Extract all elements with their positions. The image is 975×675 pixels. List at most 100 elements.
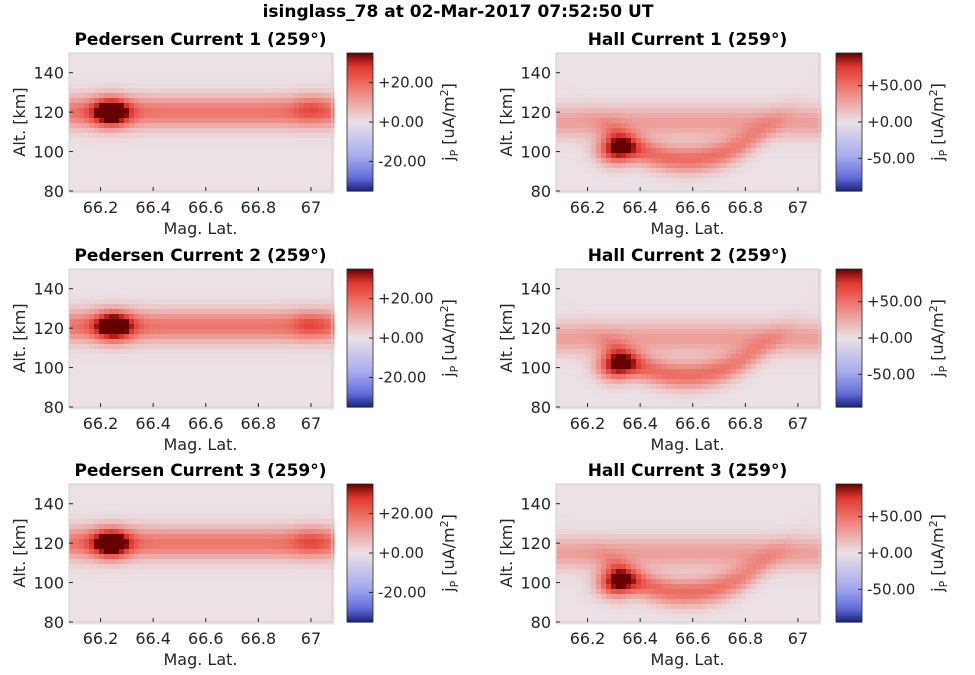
heatmap-cell [259,123,265,129]
heatmap-cell [314,93,320,99]
heatmap-cell [751,173,757,179]
heatmap-cell [289,364,295,370]
heatmap-cell [289,78,295,84]
heatmap-cell [174,138,180,144]
heatmap-cell [796,68,802,74]
heatmap-cell [314,379,320,385]
heatmap-cell [144,364,150,370]
heatmap-cell [144,138,150,144]
heatmap-cell [194,118,200,124]
heatmap-cell [736,63,742,69]
heatmap-cell [144,58,150,64]
heatmap-cell [666,58,672,64]
heatmap-cell [194,299,200,305]
heatmap-cell [586,294,592,300]
heatmap-cell [264,314,270,320]
heatmap-cell [124,289,130,295]
y-axis-label: Alt. [km] [10,87,29,156]
heatmap-cell [591,178,597,184]
heatmap-cell [204,279,210,285]
heatmap-cell [319,319,325,325]
heatmap-cell [149,384,155,390]
heatmap-cell [199,314,205,320]
heatmap-cell [566,369,572,375]
heatmap-cell [586,359,592,365]
heatmap-cell [214,359,220,365]
heatmap-cell [726,183,732,189]
heatmap-cell [294,128,300,134]
heatmap-cell [164,354,170,360]
heatmap-cell [776,83,782,89]
heatmap-cell [781,178,787,184]
heatmap-cell [184,359,190,365]
heatmap-cell [791,173,797,179]
heatmap-cell [194,98,200,104]
heatmap-cell [801,103,807,109]
heatmap-cell [269,83,275,89]
heatmap-cell [586,279,592,285]
heatmap-cell [89,178,95,184]
heatmap-cell [129,73,135,79]
heatmap-cell [219,113,225,119]
heatmap-cell [591,173,597,179]
heatmap-cell [69,173,75,179]
heatmap-cell [726,123,732,129]
heatmap-cell [626,108,632,114]
heatmap-cell [671,98,677,104]
heatmap-cell [254,309,260,315]
heatmap-cell [651,123,657,129]
heatmap-cell [149,394,155,400]
heatmap-cell [274,143,280,149]
heatmap-cell [716,168,722,174]
heatmap-cell [566,309,572,315]
heatmap-cell [199,309,205,315]
heatmap-cell [74,113,80,119]
heatmap-cell [791,103,797,109]
heatmap-cell [199,364,205,370]
heatmap-cell [189,339,195,345]
heatmap-cell [94,93,100,99]
heatmap-cell [666,123,672,129]
heatmap-cell [561,374,567,380]
heatmap-cell [656,63,662,69]
heatmap-cell [586,364,592,370]
heatmap-cell [254,143,260,149]
heatmap-cell [576,359,582,365]
heatmap-cell [731,173,737,179]
heatmap-cell [284,284,290,290]
heatmap-cell [89,148,95,154]
heatmap-cell [701,118,707,124]
heatmap-cell [219,108,225,114]
heatmap-cell [641,108,647,114]
heatmap-cell [184,334,190,340]
heatmap-cell [194,183,200,189]
heatmap-cell [591,123,597,129]
heatmap-cell [264,63,270,69]
heatmap-cell [671,178,677,184]
heatmap-cell [134,168,140,174]
heatmap-cell [701,73,707,79]
heatmap-cell [606,178,612,184]
heatmap-cell [89,163,95,169]
heatmap-cell [304,103,310,109]
heatmap-cell [701,113,707,119]
heatmap-cell [586,354,592,360]
heatmap-cell [279,339,285,345]
heatmap-cell [104,128,110,134]
heatmap-cell [581,339,587,345]
heatmap-cell [189,314,195,320]
heatmap-cell [94,53,100,59]
heatmap-cell [244,53,250,59]
heatmap-cell [611,143,617,149]
heatmap-cell [776,128,782,134]
heatmap-cell [581,83,587,89]
colorbar-swatch [836,90,862,94]
heatmap-cell [319,399,325,405]
heatmap-cell [84,374,90,380]
heatmap-cell [84,279,90,285]
colorbar-swatch [347,151,373,155]
heatmap-cell [179,153,185,159]
heatmap-cell [299,143,305,149]
heatmap-cell [69,58,75,64]
heatmap-cell [731,123,737,129]
